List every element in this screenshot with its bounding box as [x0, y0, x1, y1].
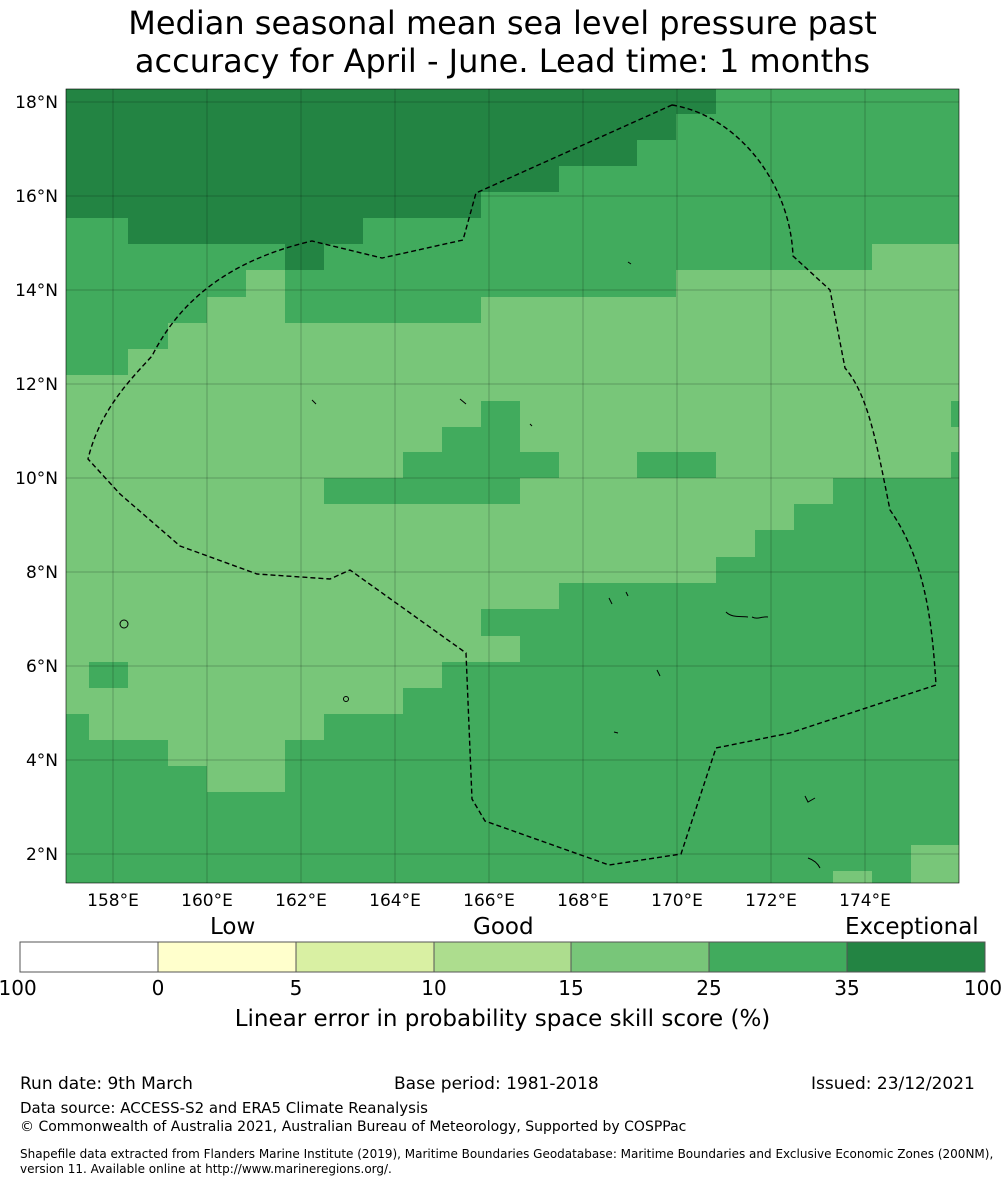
lat-label: 18°N	[15, 93, 58, 113]
colorbar-tick: 10	[421, 976, 447, 1000]
lon-label: 170°E	[651, 891, 703, 911]
colorbar-bin	[846, 941, 986, 973]
exceptional-skill-region	[66, 89, 716, 270]
colorbar-label: Linear error in probability space skill …	[234, 1006, 771, 1032]
colorbar-bin	[295, 941, 435, 973]
mid-skill-patch-center	[324, 401, 559, 504]
colorbar-bin	[708, 941, 848, 973]
colorbar-tick: 100	[963, 976, 1003, 1000]
good-skill-cell-s	[833, 871, 872, 883]
colorbar-tick: 25	[696, 976, 722, 1000]
lon-label: 172°E	[745, 891, 797, 911]
lat-label: 16°N	[15, 187, 58, 207]
lon-label: 162°E	[275, 891, 327, 911]
shapefile-credit: Shapefile data extracted from Flanders M…	[20, 1147, 994, 1176]
good-skill-region	[66, 244, 959, 792]
map-frame	[65, 88, 960, 884]
lon-tick-labels: 158°E 160°E 162°E 164°E 166°E 168°E 170°…	[87, 891, 891, 911]
colorbar-category-good: Good	[473, 914, 534, 940]
lon-label: 174°E	[839, 891, 891, 911]
lat-label: 8°N	[26, 563, 58, 583]
lat-label: 6°N	[26, 657, 58, 677]
lat-label: 14°N	[15, 281, 58, 301]
colorbar-tick: 15	[558, 976, 584, 1000]
colorbar-bin	[19, 941, 159, 973]
base-period: Base period: 1981-2018	[394, 1074, 599, 1094]
lat-label: 4°N	[26, 751, 58, 771]
mid-skill-patch-west	[89, 662, 128, 688]
map-title-line-1: Median seasonal mean sea level pressure …	[128, 4, 877, 42]
issued-date: Issued: 23/12/2021	[811, 1074, 975, 1094]
mid-skill-patch-east	[637, 452, 716, 478]
colorbar-tick: 0	[151, 976, 165, 1000]
islands	[119, 261, 821, 869]
colorbar-tick: -100	[0, 976, 37, 1000]
good-skill-cell-se	[911, 845, 959, 883]
lat-label: 10°N	[15, 469, 58, 489]
lat-tick-labels: 18°N 16°N 14°N 12°N 10°N 8°N 6°N 4°N 2°N	[15, 93, 58, 865]
lon-label: 158°E	[87, 891, 139, 911]
lon-label: 166°E	[463, 891, 515, 911]
colorbar	[19, 941, 986, 973]
data-source: Data source: ACCESS-S2 and ERA5 Climate …	[20, 1099, 428, 1117]
lon-label: 164°E	[369, 891, 421, 911]
colorbar-bin	[157, 941, 297, 973]
eez-boundary	[87, 104, 937, 866]
map-grid	[66, 89, 959, 883]
colorbar-tick: 5	[289, 976, 303, 1000]
lat-label: 12°N	[15, 375, 58, 395]
colorbar-category-exceptional: Exceptional	[845, 914, 979, 940]
colorbar-bin	[570, 941, 710, 973]
map-title-line-2: accuracy for April - June. Lead time: 1 …	[134, 42, 871, 80]
run-date: Run date: 9th March	[20, 1074, 193, 1094]
skill-map: 18°N 16°N 14°N 12°N 10°N 8°N 6°N 4°N 2°N…	[15, 88, 960, 911]
lat-label: 2°N	[26, 845, 58, 865]
copyright: © Commonwealth of Australia 2021, Austra…	[20, 1119, 687, 1135]
lon-label: 160°E	[181, 891, 233, 911]
colorbar-category-low: Low	[210, 914, 256, 940]
colorbar-bin	[433, 941, 572, 973]
colorbar-tick: 35	[834, 976, 860, 1000]
lon-label: 168°E	[557, 891, 609, 911]
